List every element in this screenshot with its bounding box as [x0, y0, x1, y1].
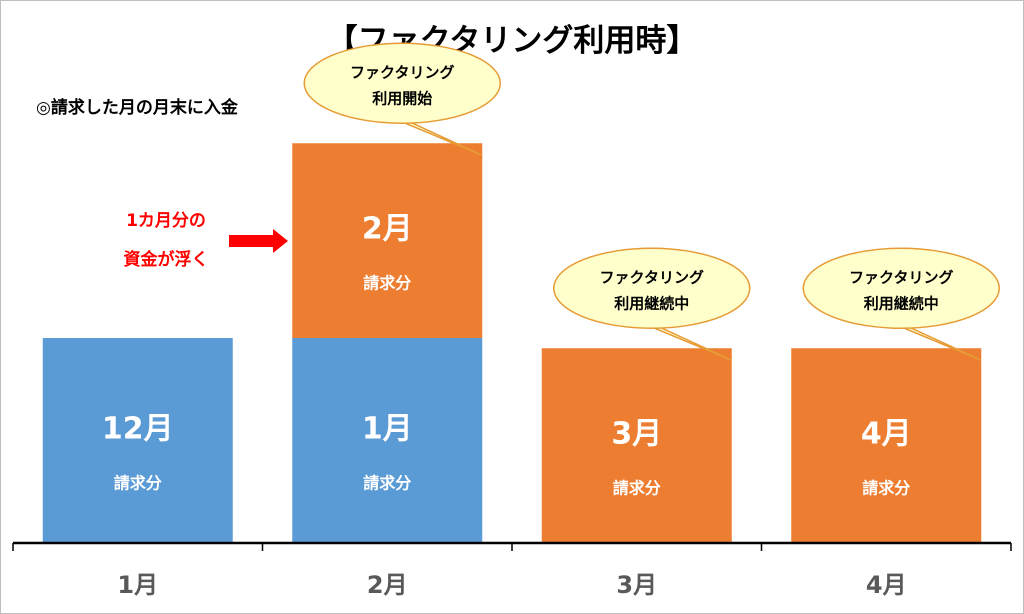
- speech-bubble-line: ファクタリング: [350, 63, 454, 81]
- speech-bubble-joint: [357, 102, 397, 117]
- bar-segment-label: 4月: [861, 417, 912, 452]
- callout: 1カ月分の 資金が浮く: [124, 211, 288, 270]
- callout-line-2: 資金が浮く: [124, 249, 209, 270]
- x-tick-label: 1月: [117, 571, 158, 599]
- x-tick-label: 3月: [616, 571, 657, 599]
- speech-bubble-body: [303, 42, 501, 124]
- bar-segment-label: 1月: [362, 412, 413, 447]
- bar-segment-sublabel: 請求分: [363, 274, 411, 293]
- bar-segment-label: 3月: [611, 417, 662, 452]
- speech-bubble-body: [802, 247, 1000, 329]
- bar-segment-sublabel: 請求分: [613, 479, 661, 498]
- right-arrow-icon: [229, 229, 288, 253]
- speech-bubble-joint: [856, 307, 896, 322]
- speech-bubble-line: ファクタリング: [849, 268, 953, 286]
- bar-segment-sublabel: 請求分: [363, 474, 411, 493]
- callout-line-1: 1カ月分の: [126, 211, 206, 231]
- bar-segment-label: 2月: [362, 212, 413, 247]
- speech-bubble-line: 利用継続中: [864, 294, 939, 312]
- speech-bubble-body: [553, 247, 751, 329]
- x-axis-labels: 1月 2月 3月 4月: [117, 571, 906, 599]
- bar-segment: [292, 143, 483, 338]
- bar-segment-sublabel: 請求分: [114, 474, 162, 493]
- x-tick-label: 4月: [866, 571, 907, 599]
- chart-note: ◎請求した月の月末に入金: [36, 97, 239, 118]
- bar-segment: [541, 348, 732, 543]
- speech-bubble-line: 利用継続中: [614, 294, 689, 312]
- bar-segment: [42, 338, 233, 543]
- x-tick-label: 2月: [367, 571, 408, 599]
- bar-segment-sublabel: 請求分: [862, 479, 910, 498]
- speech-bubble-line: 利用開始: [372, 89, 432, 107]
- bar-segment: [791, 348, 982, 543]
- speech-bubble-line: ファクタリング: [600, 268, 704, 286]
- bar-segment: [292, 338, 483, 543]
- speech-bubble-joint: [607, 307, 647, 322]
- bar-segment-label: 12月: [102, 412, 174, 447]
- x-axis-ticks: [12, 543, 1012, 551]
